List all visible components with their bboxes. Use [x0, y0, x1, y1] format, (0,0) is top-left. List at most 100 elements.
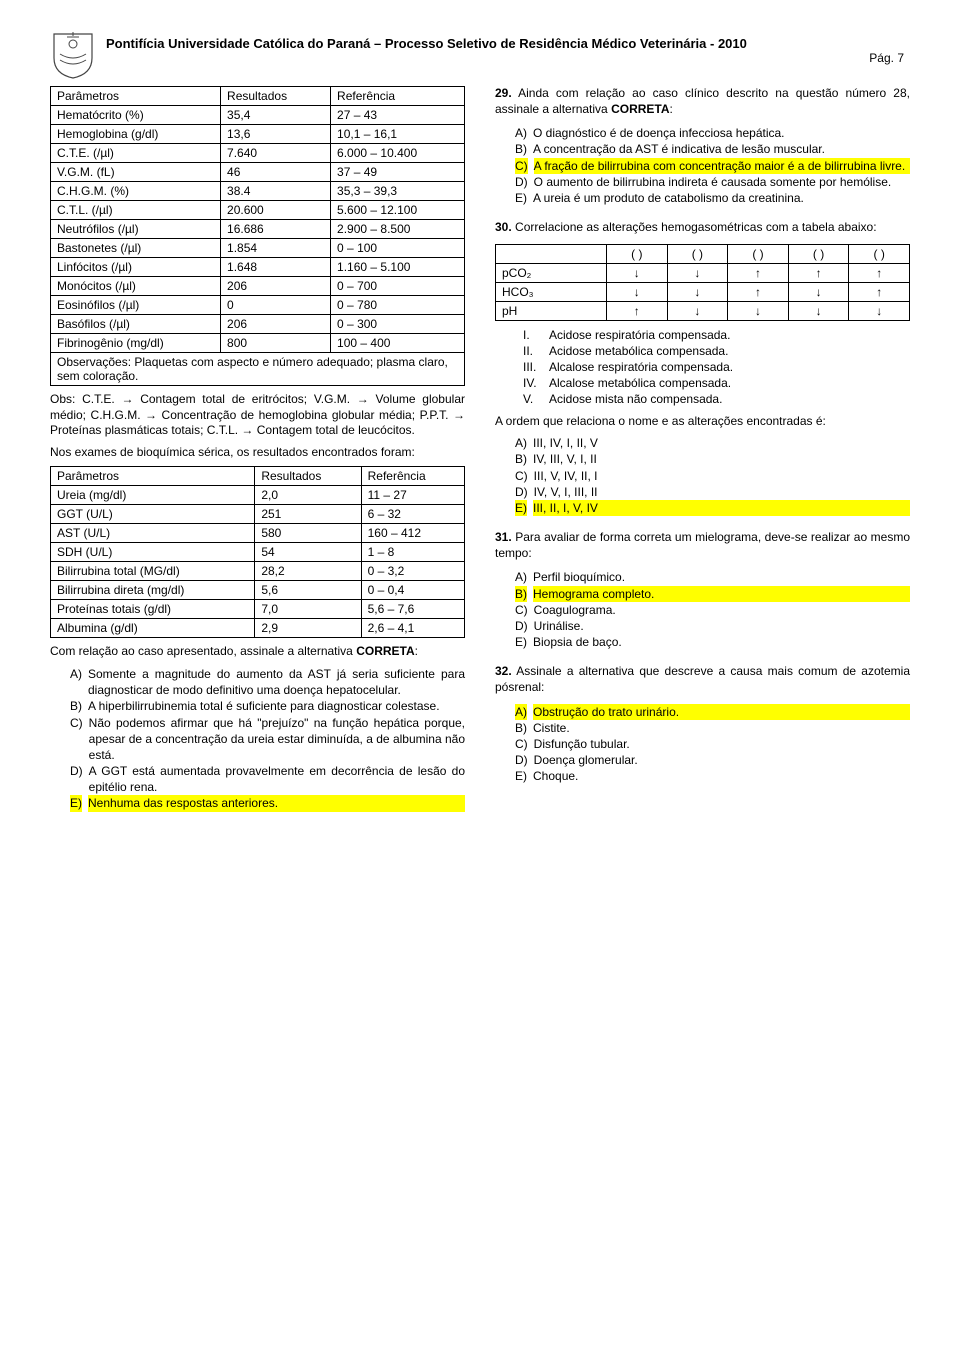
alt-text: Nenhuma das respostas anteriores.: [88, 795, 465, 811]
table1-h2: Referência: [331, 87, 465, 106]
alternative: E) III, II, I, V, IV: [515, 500, 910, 516]
table-cell: Neutrófilos (/µl): [51, 220, 221, 239]
table-cell: 35,4: [221, 106, 331, 125]
table-cell: 37 – 49: [331, 163, 465, 182]
table-cell: 1.854: [221, 239, 331, 258]
gas-cell: ↓: [667, 282, 728, 301]
gas-table: ( )( )( )( )( ) pCO₂↓↓↑↑↑HCO₃↓↓↑↓↑pH↑↓↓↓…: [495, 244, 910, 321]
alt-letter: B): [515, 720, 527, 736]
alt-letter: B): [515, 586, 527, 602]
alt-text: Choque.: [533, 768, 910, 784]
table-cell: 16.686: [221, 220, 331, 239]
alt-letter: A): [515, 569, 527, 585]
page: Pontifícia Universidade Católica do Para…: [0, 0, 960, 852]
table2-h2: Referência: [361, 467, 464, 486]
table-cell: 7,0: [255, 600, 361, 619]
alt-text: A fração de bilirrubina com concentração…: [534, 158, 910, 174]
alternative: A)Perfil bioquímico.: [515, 569, 910, 585]
gas-cell: ↑: [607, 301, 668, 320]
alt-letter: C): [515, 602, 528, 618]
gas-cell: ↓: [788, 282, 849, 301]
alternative: C) Coagulograma.: [515, 602, 910, 618]
table-cell: 2,6 – 4,1: [361, 619, 464, 638]
table-cell: 5.600 – 12.100: [331, 201, 465, 220]
page-number: Pág. 7: [106, 51, 910, 65]
table-cell: 6 – 32: [361, 505, 464, 524]
alt-letter: B): [515, 451, 527, 467]
alt-text: Disfunção tubular.: [534, 736, 910, 752]
table-cell: 6.000 – 10.400: [331, 144, 465, 163]
biochem-table: Parâmetros Resultados Referência Ureia (…: [50, 466, 465, 638]
alt-letter: E): [70, 795, 82, 811]
table-cell: 580: [255, 524, 361, 543]
table-cell: 28,2: [255, 562, 361, 581]
q28-prompt: Com relação ao caso apresentado, assinal…: [50, 644, 465, 660]
table2-h1: Resultados: [255, 467, 361, 486]
gas-cell: HCO₃: [496, 282, 607, 301]
alternative: B)Hemograma completo.: [515, 586, 910, 602]
gas-cell: ↓: [607, 263, 668, 282]
alt-letter: A): [515, 125, 527, 141]
alternative: B) A concentração da AST é indicativa de …: [515, 141, 910, 157]
page-header: Pontifícia Universidade Católica do Para…: [50, 30, 910, 80]
table-cell: Linfócitos (/µl): [51, 258, 221, 277]
table1-h1: Resultados: [221, 87, 331, 106]
table-cell: Basófilos (/µl): [51, 315, 221, 334]
content-columns: Parâmetros Resultados Referência Hematóc…: [50, 86, 910, 812]
table-cell: 0 – 3,2: [361, 562, 464, 581]
gas-cell: ↑: [788, 263, 849, 282]
alt-letter: A): [70, 666, 82, 698]
table-cell: Hematócrito (%): [51, 106, 221, 125]
table2-h0: Parâmetros: [51, 467, 255, 486]
q31-alternatives: A)Perfil bioquímico.B)Hemograma completo…: [495, 569, 910, 650]
gas-cell: ↓: [849, 301, 910, 320]
alt-text: IV, III, V, I, II: [533, 451, 910, 467]
alt-letter: D): [515, 484, 528, 500]
gas-cell: ↓: [667, 301, 728, 320]
alt-text: III, IV, I, II, V: [533, 435, 910, 451]
gas-head-cell: ( ): [607, 244, 668, 263]
table-cell: 1.160 – 5.100: [331, 258, 465, 277]
table-cell: 160 – 412: [361, 524, 464, 543]
alternative: E)Biopsia de baço.: [515, 634, 910, 650]
gas-cell: ↓: [788, 301, 849, 320]
table-cell: 10,1 – 16,1: [331, 125, 465, 144]
table-cell: Bastonetes (/µl): [51, 239, 221, 258]
roman-item: V.Acidose mista não compensada.: [523, 391, 910, 407]
alt-text: Coagulograma.: [534, 602, 910, 618]
alt-text: A concentração da AST é indicativa de le…: [533, 141, 910, 157]
alt-letter: D): [70, 763, 83, 795]
left-column: Parâmetros Resultados Referência Hematóc…: [50, 86, 465, 812]
alternative: D)Doença glomerular.: [515, 752, 910, 768]
alt-text: A ureia é um produto de catabolismo da c…: [533, 190, 910, 206]
alternative: D)A GGT está aumentada provavelmente em …: [70, 763, 465, 795]
alt-text: A hiperbilirrubinemia total é suficiente…: [88, 698, 465, 714]
alt-letter: B): [70, 698, 82, 714]
table-cell: 251: [255, 505, 361, 524]
table-cell: Ureia (mg/dl): [51, 486, 255, 505]
alt-text: Obstrução do trato urinário.: [533, 704, 910, 720]
alt-letter: D): [515, 174, 528, 190]
q30-roman-list: I.Acidose respiratória compensada.II.Aci…: [495, 327, 910, 408]
alt-letter: E): [515, 500, 527, 516]
obs-text: Obs: C.T.E. → Contagem total de eritróci…: [50, 392, 465, 439]
roman-item: I.Acidose respiratória compensada.: [523, 327, 910, 343]
table1-h0: Parâmetros: [51, 87, 221, 106]
gas-cell: pCO₂: [496, 263, 607, 282]
alt-letter: A): [515, 704, 527, 720]
roman-item: IV.Alcalose metabólica compensada.: [523, 375, 910, 391]
alt-text: III, II, I, V, IV: [533, 500, 910, 516]
gas-cell: ↓: [667, 263, 728, 282]
header-title: Pontifícia Universidade Católica do Para…: [106, 30, 910, 51]
q32-alternatives: A)Obstrução do trato urinário.B)Cistite.…: [495, 704, 910, 785]
gas-cell: pH: [496, 301, 607, 320]
alternative: A) Obstrução do trato urinário.: [515, 704, 910, 720]
question-31: 31. Para avaliar de forma correta um mie…: [495, 530, 910, 650]
alt-letter: C): [515, 158, 528, 174]
table-cell: Eosinófilos (/µl): [51, 296, 221, 315]
table-cell: 206: [221, 315, 331, 334]
alt-letter: B): [515, 141, 527, 157]
table-cell: 2,0: [255, 486, 361, 505]
gas-cell: ↑: [728, 263, 789, 282]
q29-alternatives: A)O diagnóstico é de doença infecciosa h…: [495, 125, 910, 206]
